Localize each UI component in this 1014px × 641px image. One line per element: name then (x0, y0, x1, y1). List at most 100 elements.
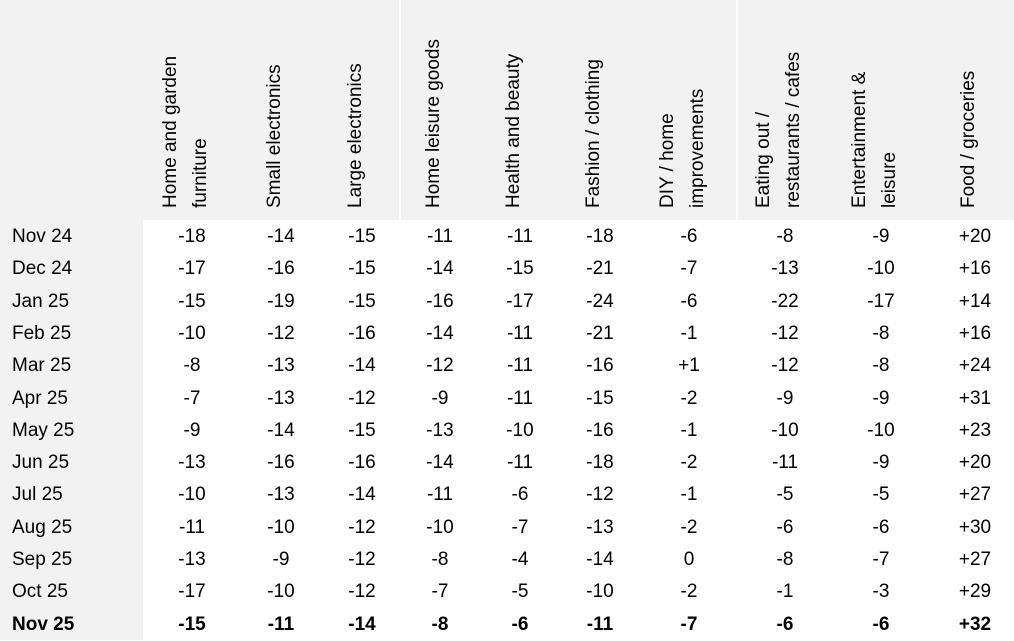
column-header: Health and beauty (499, 0, 529, 208)
table-cell: -15 (178, 290, 206, 312)
table-cell: +16 (958, 258, 992, 280)
table-cell: -15 (348, 290, 376, 312)
table-cell: -10 (867, 419, 895, 441)
table-cell: -16 (348, 452, 376, 474)
table-cell: -8 (183, 355, 201, 377)
table-cell: -5 (872, 484, 890, 506)
row-label: Jan 25 (12, 290, 70, 312)
table-cell: -10 (586, 581, 614, 603)
row-label: Mar 25 (12, 355, 72, 377)
table-cell: -7 (183, 387, 201, 409)
header-line: Small electronics (264, 64, 285, 208)
table-cell: +1 (678, 355, 700, 377)
table-cell: -7 (511, 516, 529, 538)
column-header: DIY / home improvements (653, 0, 713, 208)
table-cell: -9 (183, 419, 201, 441)
table-cell: -12 (267, 322, 295, 344)
table-cell: -22 (771, 290, 799, 312)
table-cell: -12 (348, 516, 376, 538)
table-cell: +16 (958, 322, 992, 344)
table-cell: -6 (680, 290, 698, 312)
table-cell: -6 (872, 516, 890, 538)
table-cell: -6 (680, 226, 698, 247)
table-cell: -11 (267, 613, 295, 635)
table-cell: -14 (267, 419, 295, 441)
table-cell: -6 (776, 613, 794, 635)
table-cell: -17 (506, 290, 534, 312)
table-cell: -14 (267, 226, 295, 247)
column-header: Entertainment & leisure (845, 0, 905, 208)
table-cell: -2 (680, 387, 698, 409)
table-cell: -19 (267, 290, 295, 312)
header-line: Entertainment & (849, 71, 870, 208)
label-column-background (0, 220, 143, 640)
table-cell: -1 (776, 581, 794, 603)
table-cell: -13 (267, 355, 295, 377)
row-label: Jul 25 (12, 484, 63, 506)
table-cell: -16 (267, 452, 295, 474)
table-cell: -13 (178, 452, 206, 474)
header-line: improvements (687, 88, 708, 208)
column-header: Eating out / restaurants / cafes (749, 0, 809, 208)
table-cell: -13 (426, 419, 454, 441)
header-line: Home and garden (160, 55, 181, 208)
column-header: Food / groceries (954, 0, 984, 208)
table-cell: +30 (958, 516, 992, 538)
table-cell: -8 (872, 355, 890, 377)
table-cell: -6 (776, 516, 794, 538)
table-cell: -16 (586, 419, 614, 441)
table-cell: -10 (178, 322, 206, 344)
table-cell: -17 (867, 290, 895, 312)
table-cell: -11 (426, 226, 454, 247)
table-cell: -21 (586, 258, 614, 280)
column-header: Fashion / clothing (579, 0, 609, 208)
table-cell: -15 (348, 258, 376, 280)
table-cell: -10 (426, 516, 454, 538)
table-cell: -12 (771, 355, 799, 377)
table-cell: -14 (586, 549, 614, 570)
table-cell: -18 (586, 226, 614, 247)
row-label: Nov 25 (12, 613, 75, 635)
table-cell: -12 (348, 387, 376, 409)
table-cell: +20 (958, 226, 992, 247)
row-label: Feb 25 (12, 322, 72, 344)
header-line: Home leisure goods (423, 39, 444, 208)
table-cell: -14 (348, 484, 376, 506)
row-label: Sep 25 (12, 549, 73, 570)
table-cell: -13 (267, 387, 295, 409)
table-cell: -16 (267, 258, 295, 280)
table-cell: -21 (586, 322, 614, 344)
header-line: leisure (879, 152, 900, 208)
table-cell: -15 (506, 258, 534, 280)
table-cell: +27 (958, 549, 992, 570)
table-cell: -1 (680, 322, 698, 344)
table-cell: +29 (958, 581, 992, 603)
group-separator (399, 0, 401, 220)
table-cell: -17 (178, 258, 206, 280)
table-cell: +14 (958, 290, 992, 312)
row-label: Jun 25 (12, 452, 70, 474)
table-cell: 0 (683, 549, 695, 570)
table-cell: +24 (958, 355, 992, 377)
table-cell: -9 (872, 226, 890, 247)
table-cell: -6 (511, 613, 529, 635)
table-cell: -15 (586, 387, 614, 409)
table-cell: -11 (771, 452, 799, 474)
table-cell: -14 (348, 613, 376, 635)
table-cell: -9 (431, 387, 449, 409)
column-header: Small electronics (260, 0, 290, 208)
table-cell: -12 (348, 581, 376, 603)
table-cell: -11 (506, 226, 534, 247)
table-cell: -10 (771, 419, 799, 441)
header-background (0, 0, 1014, 220)
row-label: Apr 25 (12, 387, 68, 409)
table-cell: -8 (776, 549, 794, 570)
column-header: Large electronics (341, 0, 371, 208)
table-cell: -13 (586, 516, 614, 538)
table-cell: -6 (511, 484, 529, 506)
table-cell: -6 (872, 613, 890, 635)
group-separator (736, 0, 738, 220)
table-cell: -11 (506, 322, 534, 344)
table-cell: -12 (426, 355, 454, 377)
table-cell: -7 (680, 613, 698, 635)
